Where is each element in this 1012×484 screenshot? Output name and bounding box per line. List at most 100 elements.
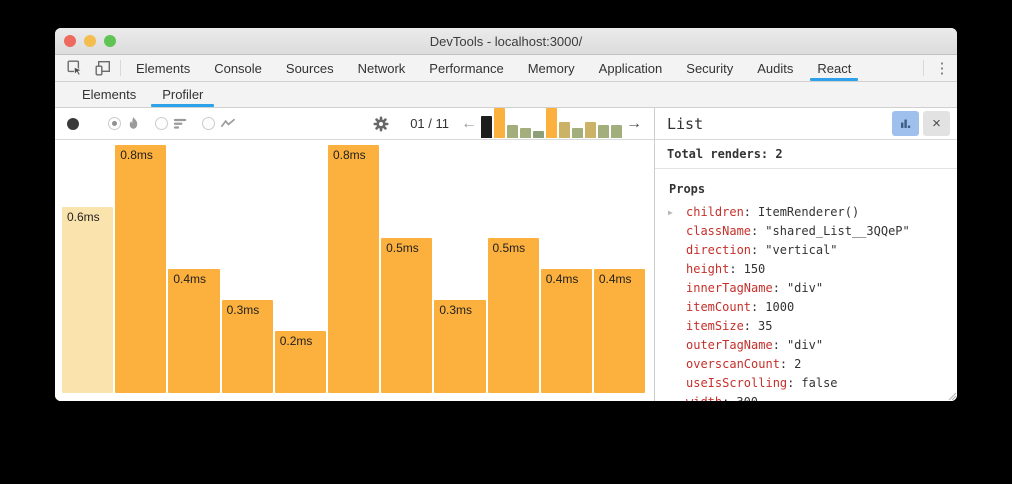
close-window-button[interactable] (64, 35, 76, 47)
snapshot-bar[interactable] (546, 108, 557, 138)
snapshot-bar[interactable] (494, 108, 505, 138)
commit-duration-label: 0.4ms (598, 272, 632, 286)
prop-colon: : (751, 300, 759, 314)
commit-bar[interactable]: 0.8ms (327, 145, 380, 393)
commit-duration-label: 0.4ms (545, 272, 579, 286)
react-subtab[interactable]: Elements (69, 82, 149, 107)
devtools-tab-label: Elements (136, 60, 191, 76)
devtools-tab[interactable]: Sources (274, 55, 346, 81)
prop-value: "div" (786, 338, 824, 352)
snapshot-bar[interactable] (585, 122, 596, 138)
commit-duration-label: 0.3ms (226, 303, 260, 317)
profiler-left-pane: 01 / 11 ← (55, 108, 655, 401)
prop-key: children (686, 205, 744, 219)
more-options-button[interactable]: ⋮ (927, 55, 957, 81)
devtools-tab[interactable]: Audits (745, 55, 805, 81)
commit-bar[interactable]: 0.6ms (62, 207, 114, 393)
profiler-content: 01 / 11 ← (55, 108, 957, 401)
devtools-tab[interactable]: Application (587, 55, 675, 81)
react-subtab[interactable]: Profiler (149, 82, 216, 107)
snapshot-bar[interactable] (507, 125, 518, 138)
inspect-cursor-icon (67, 60, 83, 76)
devtools-tab[interactable]: Console (202, 55, 274, 81)
interactions-view-radio[interactable] (202, 117, 215, 130)
prop-key: innerTagName (686, 281, 773, 295)
devtools-tab[interactable]: Security (674, 55, 745, 81)
prop-value: 35 (758, 319, 773, 333)
minimize-window-button[interactable] (84, 35, 96, 47)
commit-bar[interactable]: 0.5ms (487, 238, 539, 393)
snapshot-bar[interactable] (598, 125, 609, 138)
commit-duration-label: 0.5ms (492, 241, 526, 255)
prop-colon: : (743, 205, 752, 219)
devtools-tab[interactable]: Elements (124, 55, 202, 81)
commit-duration-label: 0.8ms (120, 148, 153, 162)
props-list: ▶ children: ItemRenderer() ▶ className: "s… (655, 203, 957, 401)
previous-snapshot-button[interactable]: ← (457, 115, 481, 132)
react-subtab-label: Profiler (162, 87, 204, 102)
prop-key: itemSize (686, 319, 744, 333)
prop-key: direction (686, 243, 752, 257)
devtools-tab[interactable]: Network (346, 55, 418, 81)
prop-key: height (686, 262, 730, 276)
title-bar: DevTools - localhost:3000/ (55, 28, 957, 55)
devtools-tab-label: Security (686, 60, 734, 76)
prop-row: ▶ className:"shared_List__3QQeP" (655, 222, 957, 241)
render-chart-toggle-button[interactable] (892, 111, 919, 136)
devtools-tab-bar: Elements Console Sources Network Perform… (55, 55, 957, 82)
commit-bar[interactable]: 0.4ms (540, 269, 592, 393)
flame-icon (126, 116, 141, 131)
prop-value: 150 (743, 262, 766, 276)
devtools-tab[interactable]: Memory (516, 55, 587, 81)
toggle-device-toolbar-button[interactable] (89, 55, 117, 81)
prop-value: 2 (794, 357, 802, 371)
prop-row: ▶ height:150 (655, 260, 957, 279)
prop-value: 300 (736, 395, 758, 401)
toolbar-separator (923, 60, 924, 76)
prop-key: className (686, 224, 752, 238)
commit-bar[interactable]: 0.3ms (221, 300, 273, 393)
commit-bar[interactable]: 0.4ms (593, 269, 646, 393)
devtools-tab-label: Audits (757, 60, 794, 76)
prop-value: ItemRenderer() (758, 205, 860, 219)
prop-row: ▶ outerTagName:"div" (655, 336, 957, 355)
close-details-button[interactable]: × (923, 111, 950, 136)
commit-bar[interactable]: 0.5ms (381, 238, 433, 393)
snapshot-bar[interactable] (520, 128, 531, 138)
snapshot-bar[interactable] (611, 125, 622, 138)
prop-row: ▶ overscanCount:2 (655, 355, 957, 374)
snapshot-bar[interactable] (533, 130, 544, 138)
devtools-tab[interactable]: React (805, 55, 863, 81)
devtools-tab[interactable]: Performance (417, 55, 515, 81)
next-snapshot-button[interactable]: → (622, 115, 646, 132)
inspect-element-button[interactable] (61, 55, 89, 81)
prop-colon: : (722, 395, 729, 401)
component-details-panel: List × Total renders: (655, 108, 957, 401)
devtools-tab-label: Performance (429, 60, 504, 76)
snapshot-bar[interactable] (572, 127, 583, 138)
component-name: List (667, 114, 704, 133)
snapshot-bar[interactable] (559, 122, 570, 138)
settings-button[interactable] (373, 116, 389, 132)
interactions-line-icon (220, 116, 236, 131)
record-button[interactable] (67, 117, 79, 130)
commit-duration-label: 0.6ms (67, 210, 100, 224)
commit-bar[interactable]: 0.3ms (434, 300, 486, 393)
prop-value: 1000 (765, 300, 795, 314)
commit-bar[interactable]: 0.2ms (274, 331, 326, 393)
devtools-tab-label: Application (598, 60, 663, 76)
commit-bar[interactable]: 0.8ms (115, 145, 167, 393)
prop-key: outerTagName (686, 338, 773, 352)
snapshot-bar[interactable] (481, 115, 492, 138)
commit-duration-label: 0.3ms (439, 303, 472, 317)
zoom-window-button[interactable] (104, 35, 116, 47)
prop-key: width (686, 395, 722, 401)
ranked-view-radio[interactable] (155, 117, 168, 130)
prop-row: ▶ width:300 (655, 393, 957, 401)
prop-value: false (801, 376, 838, 390)
commit-bar[interactable]: 0.4ms (168, 269, 220, 393)
resize-grip-icon[interactable] (947, 391, 956, 400)
disclosure-triangle-icon[interactable]: ▶ (668, 208, 673, 217)
flamegraph-view-radio[interactable] (108, 117, 121, 130)
toolbar-separator (120, 60, 121, 76)
